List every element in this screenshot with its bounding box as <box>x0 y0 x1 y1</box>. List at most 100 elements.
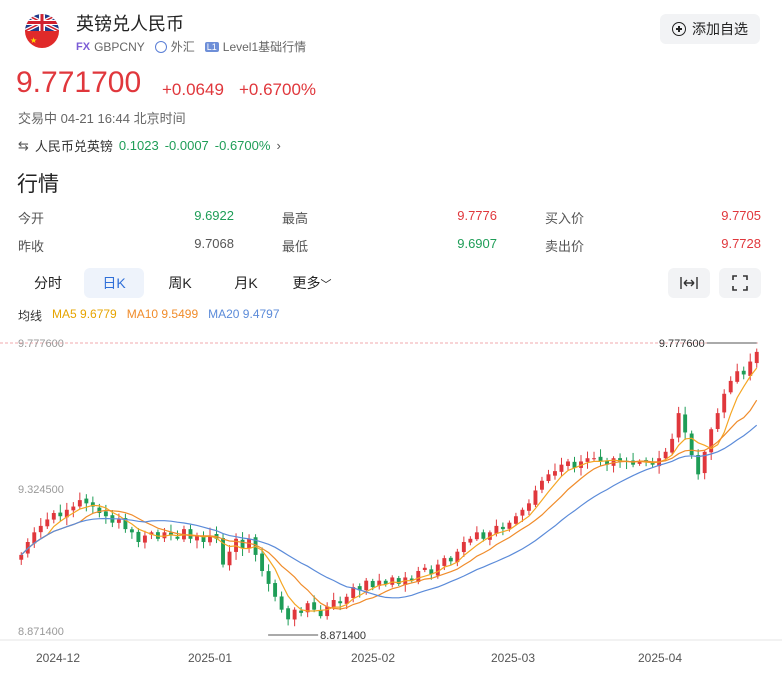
candle-body <box>461 542 466 553</box>
candle-body <box>533 490 538 505</box>
candle-body <box>64 509 69 518</box>
candle-body <box>605 460 609 465</box>
candle-body <box>305 603 310 613</box>
market-tag[interactable]: 外汇 <box>154 38 195 55</box>
candle-body <box>19 554 24 560</box>
candle-body <box>728 380 733 393</box>
candle-body <box>84 498 89 504</box>
candle-body <box>494 525 499 534</box>
candle-body <box>526 503 531 511</box>
candle-body <box>370 580 375 588</box>
tab-more[interactable]: 更多﹀ <box>282 268 342 298</box>
candle-body <box>546 474 551 482</box>
candle-body <box>338 601 343 604</box>
candle-body <box>71 506 76 511</box>
level-tag[interactable]: L1 Level1基础行情 <box>204 38 306 55</box>
candle-body <box>325 606 330 617</box>
chevron-down-icon: ﹀ <box>320 279 332 291</box>
uk-flag-icon: ★ <box>25 14 59 48</box>
svg-text:★: ★ <box>30 36 37 45</box>
fit-width-button[interactable] <box>668 268 710 298</box>
candle-body <box>715 413 720 429</box>
candle-body <box>702 451 707 474</box>
instrument-tags: FX GBPCNY 外汇 L1 Level1基础行情 <box>76 38 306 55</box>
candle-body <box>116 519 121 523</box>
candle-body <box>741 370 746 375</box>
tab-intraday[interactable]: 分时 <box>34 275 62 291</box>
add-watchlist-label: 添加自选 <box>692 21 748 37</box>
x-tick-label: 2025-01 <box>188 651 232 665</box>
page-title: 英镑兑人民币 <box>76 14 184 34</box>
candle-body <box>331 600 336 608</box>
candle-body <box>676 413 681 438</box>
candle-body <box>58 512 63 517</box>
candle-body <box>390 577 395 585</box>
fullscreen-button[interactable] <box>719 268 761 298</box>
code-tag: FX GBPCNY <box>76 40 145 54</box>
reverse-pair-link[interactable]: ⇆ 人民币兑英镑 0.1023 -0.0007 -0.6700% › <box>18 136 281 155</box>
ask-label: 卖出价 <box>545 239 585 254</box>
candle-body <box>566 461 570 466</box>
candle-body <box>188 529 193 539</box>
candle-body <box>45 519 50 527</box>
candle-body <box>735 371 740 382</box>
tab-weekly-k[interactable]: 周K <box>168 275 192 291</box>
add-watchlist-button[interactable]: 添加自选 <box>660 14 760 44</box>
candle-body <box>592 458 596 460</box>
candle-body <box>364 580 369 591</box>
y-tick-label: 8.871400 <box>18 626 64 638</box>
candle-body <box>201 536 206 543</box>
candle-body <box>208 535 212 543</box>
candle-body <box>221 538 225 565</box>
candle-body <box>51 513 56 520</box>
high-value: 9.7776 <box>457 208 497 223</box>
candle-body <box>572 461 577 468</box>
candle-body <box>383 580 388 584</box>
candle-body <box>553 471 557 476</box>
candle-body <box>683 414 688 433</box>
fx-badge: FX <box>76 40 91 53</box>
candle-body <box>260 553 265 572</box>
x-tick-label: 2024-12 <box>36 651 80 665</box>
ma20-value: MA20 9.4797 <box>208 307 280 321</box>
ma5-value: MA5 9.6779 <box>52 307 117 321</box>
ma-legend: 均线 MA5 9.6779 MA10 9.5499 MA20 9.4797 <box>18 307 280 324</box>
candle-body <box>670 438 675 453</box>
candle-body <box>442 558 447 566</box>
tab-daily-k[interactable]: 日K <box>84 268 144 298</box>
chevron-right-icon: › <box>276 138 281 153</box>
last-price: 9.771700 <box>16 66 142 99</box>
candlestick-chart[interactable]: 9.777600 9.324500 8.871400 2024-12 2025-01 20… <box>0 330 782 687</box>
candle-body <box>637 461 642 464</box>
price-change-pct: +0.6700% <box>239 80 317 99</box>
instrument-code: GBPCNY <box>94 39 145 54</box>
candle-body <box>299 610 304 613</box>
fit-width-icon <box>680 277 698 289</box>
ma10-value: MA10 9.5499 <box>126 307 199 321</box>
y-tick-label: 9.324500 <box>18 484 64 496</box>
candle-body <box>448 557 453 562</box>
candle-body <box>455 551 460 563</box>
bid-value: 9.7705 <box>721 208 761 223</box>
candle-body <box>38 525 43 533</box>
candle-body <box>585 458 590 462</box>
candle-body <box>286 608 291 620</box>
candle-body <box>422 567 427 571</box>
candle-body <box>520 509 525 516</box>
tab-monthly-k[interactable]: 月K <box>234 275 258 291</box>
y-tick-label: 9.777600 <box>18 338 64 350</box>
low-label: 最低 <box>282 239 309 254</box>
level-badge-icon: L1 <box>204 41 219 52</box>
candle-body <box>227 551 232 566</box>
candle-body <box>559 464 564 472</box>
candle-body <box>429 569 434 575</box>
candle-body <box>507 522 512 529</box>
candle-body <box>273 583 278 597</box>
price-change: +0.0649 <box>162 80 224 99</box>
candle-body <box>357 586 362 591</box>
candle-body <box>279 596 284 610</box>
candle-body <box>351 587 356 599</box>
x-tick-label: 2025-03 <box>491 651 535 665</box>
max-price-label: 9.777600 <box>659 338 705 350</box>
candle-body <box>97 507 102 514</box>
